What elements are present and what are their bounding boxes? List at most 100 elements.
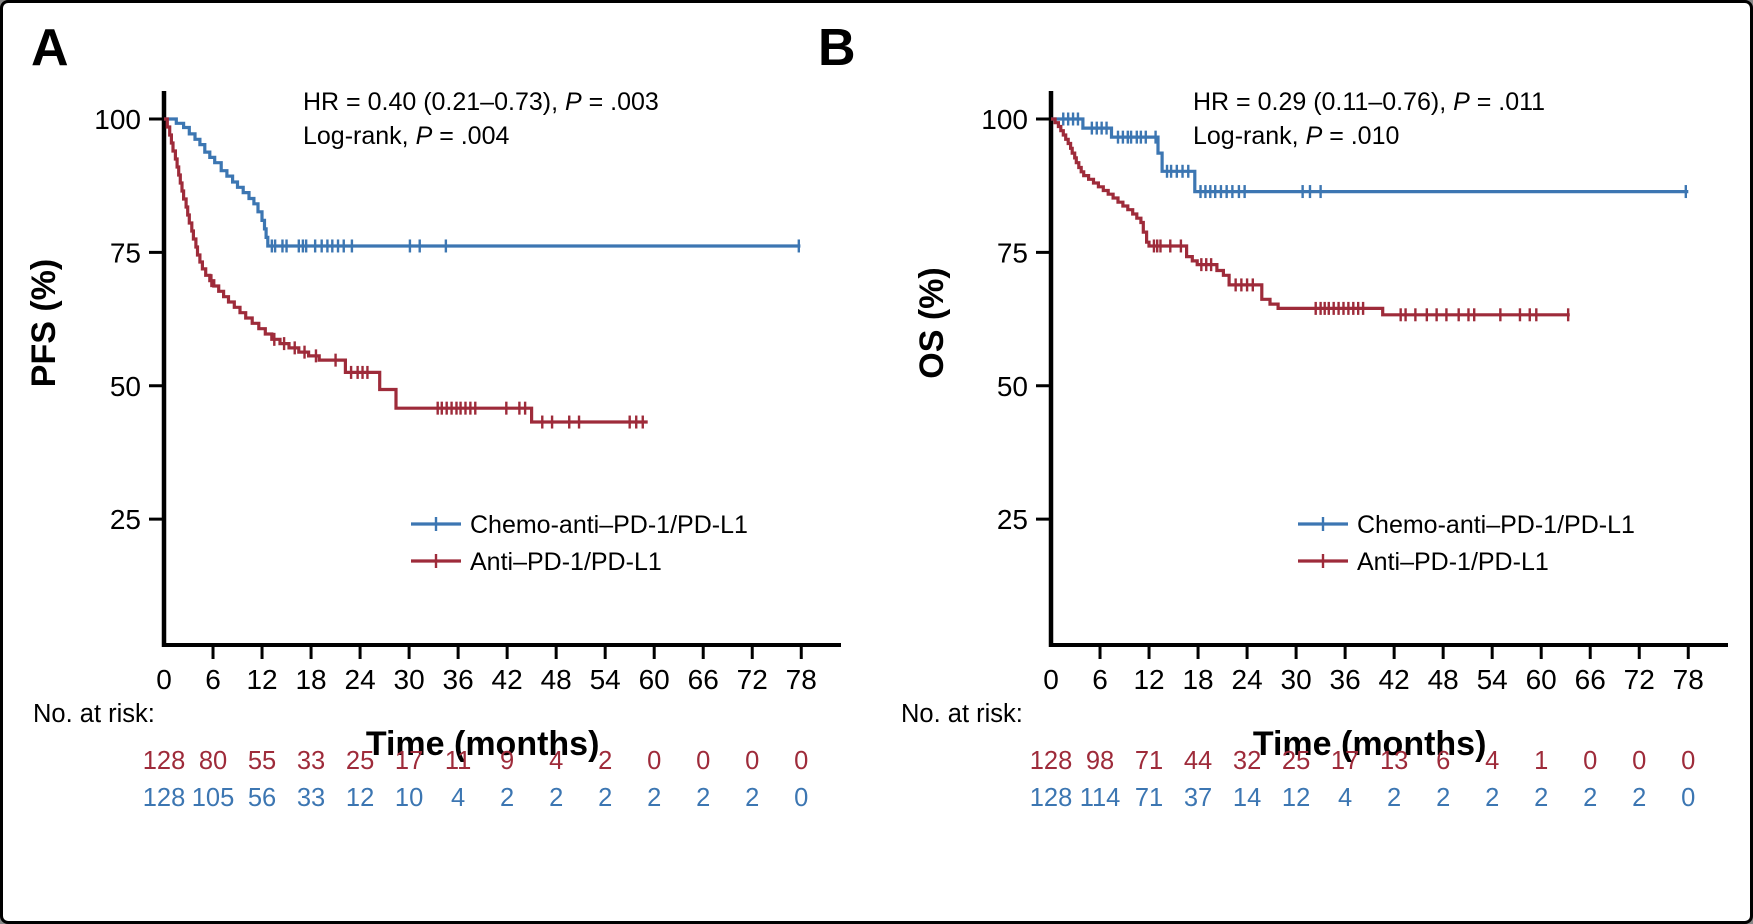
risk-value: 33 — [297, 747, 325, 775]
risk-value: 4 — [451, 784, 465, 812]
legend-label: Anti–PD-1/PD-L1 — [470, 548, 662, 576]
risk-value: 2 — [745, 784, 759, 812]
risk-value: 17 — [1331, 747, 1359, 775]
y-axis-title: PFS (%) — [25, 259, 63, 387]
risk-value: 25 — [346, 747, 374, 775]
y-tick-label: 75 — [110, 237, 141, 268]
x-tick-label: 54 — [1477, 664, 1508, 695]
risk-value: 2 — [1485, 784, 1499, 812]
risk-value: 11 — [445, 747, 471, 775]
censor-ticks-anti-pd1 — [1152, 239, 1570, 322]
risk-value: 71 — [1135, 784, 1163, 812]
logrank-annotation: Log-rank, P = .010 — [1193, 122, 1399, 150]
risk-value: 2 — [500, 784, 514, 812]
x-tick-label: 72 — [1624, 664, 1655, 695]
x-tick-label: 24 — [345, 664, 376, 695]
x-tick-label: 18 — [295, 664, 326, 695]
logrank-annotation: Log-rank, P = .004 — [303, 122, 509, 150]
x-tick-labels: 0 6 12 18 24 30 36 42 48 54 60 66 72 78 — [1043, 645, 1704, 695]
risk-value: 32 — [1233, 747, 1261, 775]
risk-value: 128 — [1030, 784, 1073, 812]
risk-value: 10 — [395, 784, 423, 812]
risk-value: 0 — [794, 784, 808, 812]
censor-ticks-chemo-combo — [1062, 112, 1688, 199]
no-at-risk-label: No. at risk: — [901, 700, 1023, 728]
risk-value: 2 — [598, 784, 612, 812]
risk-value: 37 — [1184, 784, 1212, 812]
risk-value: 0 — [1583, 747, 1597, 775]
panel-a: A0 6 12 18 24 30 36 42 48 54 60 66 72 78255075100Time… — [25, 19, 841, 812]
x-tick-label: 36 — [443, 664, 474, 695]
x-tick-label: 60 — [639, 664, 670, 695]
risk-value: 128 — [1030, 747, 1073, 775]
risk-value: 0 — [696, 747, 710, 775]
x-tick-label: 66 — [688, 664, 719, 695]
x-tick-label: 0 — [156, 664, 172, 695]
risk-value: 4 — [549, 747, 563, 775]
risk-value: 105 — [192, 784, 235, 812]
risk-value: 9 — [500, 747, 514, 775]
y-tick-labels: 25 50 75 100 — [981, 104, 1051, 535]
legend-label: Chemo-anti–PD-1/PD-L1 — [470, 511, 748, 539]
x-tick-label: 66 — [1575, 664, 1606, 695]
risk-value: 80 — [199, 747, 227, 775]
risk-row-chemo-combo: 128 114 71 37 14 12 4 2 2 2 2 2 2 0 — [1030, 784, 1696, 812]
risk-value: 1 — [1534, 747, 1548, 775]
risk-value: 0 — [647, 747, 661, 775]
legend: Chemo-anti–PD-1/PD-L1 Anti–PD-1/PD-L1 — [1298, 511, 1635, 576]
risk-value: 2 — [1583, 784, 1597, 812]
legend: Chemo-anti–PD-1/PD-L1 Anti–PD-1/PD-L1 — [411, 511, 748, 576]
risk-value: 0 — [1681, 784, 1695, 812]
x-tick-label: 0 — [1043, 664, 1059, 695]
y-tick-label: 75 — [997, 237, 1028, 268]
risk-value: 2 — [1632, 784, 1646, 812]
risk-value: 2 — [1436, 784, 1450, 812]
x-tick-label: 36 — [1330, 664, 1361, 695]
series-line-anti-pd1 — [1051, 117, 1570, 317]
risk-row-chemo-combo: 128 105 56 33 12 10 4 2 2 2 2 2 2 0 — [143, 784, 809, 812]
x-tick-label: 78 — [786, 664, 817, 695]
risk-value: 0 — [1681, 747, 1695, 775]
x-tick-labels: 0 6 12 18 24 30 36 42 48 54 60 66 72 78 — [156, 645, 817, 695]
risk-value: 25 — [1282, 747, 1310, 775]
risk-value: 12 — [346, 784, 374, 812]
x-tick-label: 78 — [1673, 664, 1704, 695]
x-tick-label: 48 — [541, 664, 572, 695]
x-axis-title: Time (months) — [366, 725, 600, 763]
y-tick-label: 100 — [94, 104, 141, 135]
risk-value: 2 — [598, 747, 612, 775]
y-tick-label: 50 — [110, 371, 141, 402]
panel-letter: A — [31, 19, 69, 77]
series-line-chemo-combo — [1051, 117, 1689, 194]
risk-value: 44 — [1184, 747, 1212, 775]
legend-label: Anti–PD-1/PD-L1 — [1357, 548, 1549, 576]
risk-value: 13 — [1380, 747, 1408, 775]
risk-value: 6 — [1436, 747, 1450, 775]
x-tick-label: 42 — [492, 664, 523, 695]
risk-value: 17 — [395, 747, 423, 775]
x-tick-label: 54 — [590, 664, 621, 695]
x-tick-label: 48 — [1428, 664, 1459, 695]
risk-value: 14 — [1233, 784, 1261, 812]
censor-ticks-anti-pd1 — [210, 274, 644, 429]
x-tick-label: 30 — [1281, 664, 1312, 695]
risk-value: 2 — [1534, 784, 1548, 812]
risk-value: 4 — [1338, 784, 1352, 812]
x-tick-label: 30 — [394, 664, 425, 695]
risk-value: 2 — [647, 784, 661, 812]
series-line-anti-pd1 — [164, 117, 648, 424]
panel-letter: B — [818, 19, 856, 77]
x-tick-label: 6 — [1092, 664, 1108, 695]
y-tick-label: 50 — [997, 371, 1028, 402]
risk-row-anti-pd1: 128 80 55 33 25 17 11 9 4 2 0 0 0 0 — [143, 747, 809, 775]
y-axis-title: OS (%) — [913, 267, 951, 378]
risk-value: 2 — [1387, 784, 1401, 812]
risk-value: 0 — [794, 747, 808, 775]
x-tick-label: 12 — [1133, 664, 1164, 695]
risk-value: 114 — [1080, 784, 1121, 812]
censor-ticks-chemo-combo — [270, 239, 801, 253]
risk-value: 0 — [1632, 747, 1646, 775]
risk-row-anti-pd1: 128 98 71 44 32 25 17 13 6 4 1 0 0 0 — [1030, 747, 1696, 775]
